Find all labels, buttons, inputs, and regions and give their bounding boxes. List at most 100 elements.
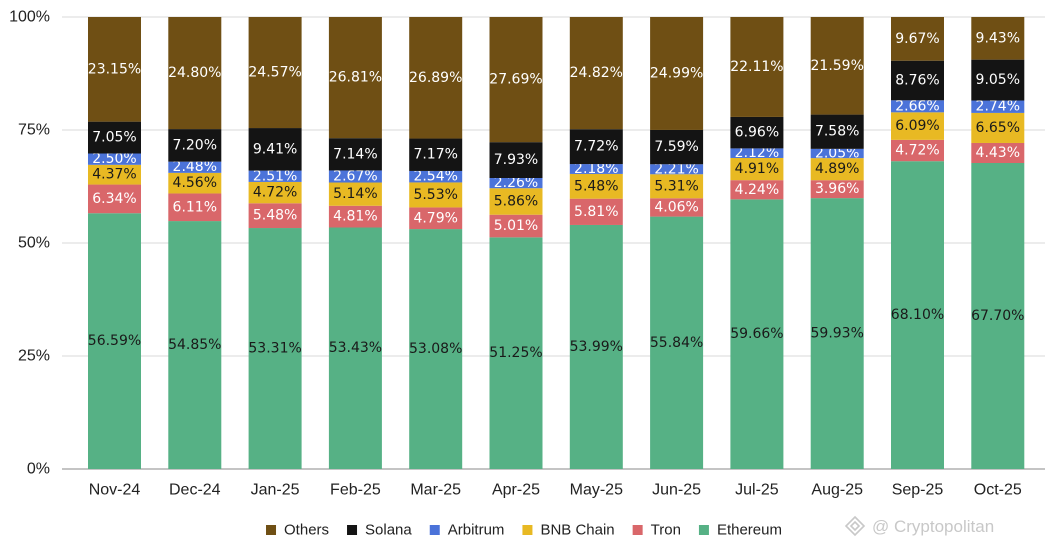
data-label: 4.91% [735,161,779,177]
data-label: 9.41% [253,141,297,157]
data-label: 4.24% [735,182,779,198]
bar-segment-tron [650,198,704,217]
data-label: 4.72% [253,185,297,201]
bar-segment-others [489,17,543,143]
bar-segment-tron [971,142,1025,163]
bar-segment-ethereum [88,213,141,469]
data-label: 9.43% [976,30,1020,46]
bar-segment-arbitrum [810,148,864,159]
bar-segment-bnb-chain [730,157,784,181]
bar-segment-arbitrum [88,153,141,165]
x-tick-label: Jan-25 [251,482,300,499]
data-label: 5.81% [574,204,618,220]
y-tick-label: 0% [27,461,50,478]
bar-segment-bnb-chain [810,158,864,181]
legend-label-tron: Tron [651,522,681,539]
data-label: 6.11% [173,199,217,215]
data-label: 7.05% [92,130,136,146]
data-label: 9.67% [895,31,939,47]
binance-logo-icon [844,515,866,537]
bar-segment-arbitrum [328,170,382,183]
x-tick-label: Mar-25 [410,482,461,499]
bar-segment-others [248,17,302,129]
bar-segment-solana [88,121,141,154]
data-label: 7.17% [413,147,457,163]
bar-segment-tron [88,184,141,214]
bar-segment-solana [730,116,784,149]
bar-segment-ethereum [328,227,382,469]
bar-segment-bnb-chain [971,112,1025,143]
data-label: 56.59% [88,333,141,349]
data-label: 4.06% [654,199,698,215]
bar-segment-bnb-chain [489,188,543,215]
x-tick-label: Feb-25 [330,482,381,499]
bar-segment-bnb-chain [891,112,944,140]
bar-segment-tron [891,139,944,162]
bar-segment-ethereum [168,221,222,469]
legend-swatch-arbitrum [429,525,440,535]
data-label: 21.59% [811,58,864,74]
legend-label-solana: Solana [365,522,412,539]
bar-segment-ethereum [730,199,784,470]
bar-segment-ethereum [489,237,543,469]
x-tick-label: Nov-24 [89,482,141,499]
data-label: 4.56% [173,175,217,191]
legend-swatch-ethereum [698,525,709,535]
bar-segment-ethereum [810,198,864,469]
legend-label-bnb-chain: BNB Chain [540,522,614,539]
data-label: 54.85% [168,337,221,353]
bar-segment-ethereum [569,224,623,469]
bar-segment-arbitrum [730,148,784,158]
bar-segment-tron [810,180,864,199]
bar-segment-solana [971,59,1025,101]
bar-segment-arbitrum [569,164,623,174]
data-label: 2.05% [815,145,859,161]
bar-segment-tron [168,193,222,222]
data-label: 6.34% [92,191,136,207]
legend-label-others: Others [284,522,329,539]
bar-segment-others [569,17,623,130]
data-label: 53.99% [570,339,623,355]
data-label: 7.59% [654,139,698,155]
data-label: 5.48% [574,178,618,194]
data-label: 24.80% [168,65,221,81]
data-label: 24.82% [570,65,623,81]
x-tick-label: Jun-25 [652,482,701,499]
bar-segment-ethereum [409,229,463,469]
bar-segment-tron [569,198,623,225]
data-label: 67.70% [971,308,1024,324]
data-label: 26.81% [329,70,382,86]
data-label: 7.20% [173,137,217,153]
bar-segment-tron [328,205,382,228]
bar-segment-solana [409,138,463,171]
bar-segment-solana [569,129,623,165]
data-label: 4.89% [815,161,859,177]
data-label: 6.96% [735,125,779,141]
bar-segment-bnb-chain [168,172,222,194]
data-label: 5.86% [494,193,538,209]
data-label: 4.79% [413,210,457,226]
data-label: 51.25% [489,345,542,361]
data-label: 68.10% [891,307,944,323]
bar-segment-ethereum [891,161,944,470]
bar-segment-bnb-chain [409,182,463,208]
bar-segment-others [168,17,222,130]
bar-segment-arbitrum [489,178,543,189]
x-tick-label: Dec-24 [169,482,221,499]
bar-segment-bnb-chain [248,181,302,204]
data-label: 2.21% [654,161,698,177]
bar-segment-arbitrum [248,170,302,182]
bar-segment-solana [328,138,382,171]
data-label: 5.53% [413,187,457,203]
bar-segment-others [891,17,944,61]
data-label: 9.05% [976,72,1020,88]
bar-segment-others [328,17,382,139]
data-label: 2.51% [253,168,297,184]
data-label: 2.66% [895,98,939,114]
x-tick-label: Jul-25 [735,482,779,499]
bar-segment-others [409,17,463,139]
bar-segment-others [971,17,1025,60]
bar-segment-arbitrum [971,100,1025,113]
bar-segment-others [88,17,141,122]
